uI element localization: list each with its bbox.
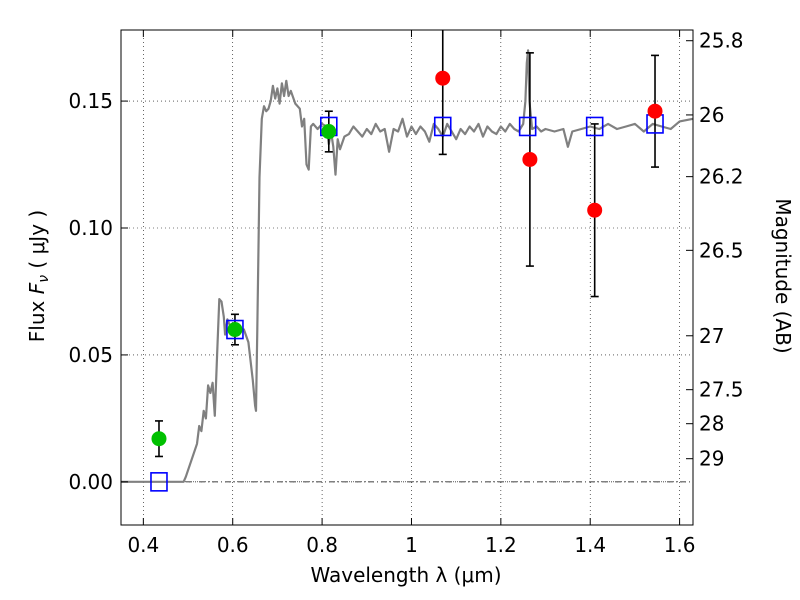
x-tick-label: 0.4 xyxy=(127,533,159,557)
y-tick-label: 0.10 xyxy=(68,216,113,240)
magnitude-tick-label: 26.2 xyxy=(699,165,744,189)
x-tick-label: 0.6 xyxy=(217,533,249,557)
x-tick-label: 1.6 xyxy=(664,533,696,557)
model-photometry-square xyxy=(150,472,168,492)
observed-flux-point xyxy=(435,70,451,86)
magnitude-tick-label: 29 xyxy=(699,447,724,471)
y-tick-label: 0.00 xyxy=(68,470,113,494)
x-tick-label: 1 xyxy=(405,533,418,557)
model-photometry-square xyxy=(518,116,537,137)
grid xyxy=(121,30,693,525)
x-tick-label: 1.4 xyxy=(574,533,606,557)
x-tick-label: 1.2 xyxy=(485,533,517,557)
observed-flux-point xyxy=(522,151,538,167)
observed-flux-point xyxy=(227,322,243,338)
magnitude-axis-ticks: 25.8 26 26.2 26.5 27 27.5 28 29 xyxy=(686,29,744,471)
magnitude-tick-label: 26.5 xyxy=(699,238,744,262)
observed-flux-point xyxy=(321,124,337,140)
magnitude-tick-label: 26 xyxy=(699,103,724,127)
model-photometry-square xyxy=(433,116,452,137)
magnitude-axis-label: Magnitude (AB) xyxy=(771,198,795,353)
observed-flux-point xyxy=(151,431,167,447)
model-photometry-square xyxy=(585,116,604,137)
x-axis-label: Wavelength λ (μm) xyxy=(310,563,501,587)
x-axis-ticks: 0.4 0.6 0.8 1 1.2 1.4 1.6 xyxy=(127,30,696,557)
magnitude-tick-label: 25.8 xyxy=(699,29,744,53)
y-axis-ticks: 0.00 0.05 0.10 0.15 xyxy=(68,89,128,494)
magnitude-tick-label: 27 xyxy=(699,324,724,348)
markers xyxy=(150,70,664,492)
observed-flux-point xyxy=(647,103,663,119)
model-photometry-square xyxy=(226,319,244,340)
observed-flux-point xyxy=(587,202,603,218)
y-axis-label: Flux Fν ( μJy ) xyxy=(25,210,52,342)
magnitude-tick-label: 28 xyxy=(699,412,724,436)
magnitude-tick-label: 27.5 xyxy=(699,378,744,402)
error-bars xyxy=(154,30,660,458)
y-tick-label: 0.15 xyxy=(68,89,113,113)
spectrum-line xyxy=(121,49,694,483)
y-tick-label: 0.05 xyxy=(68,343,113,367)
model-spectrum xyxy=(121,49,694,483)
plot-frame xyxy=(120,29,694,526)
x-tick-label: 0.8 xyxy=(306,533,338,557)
